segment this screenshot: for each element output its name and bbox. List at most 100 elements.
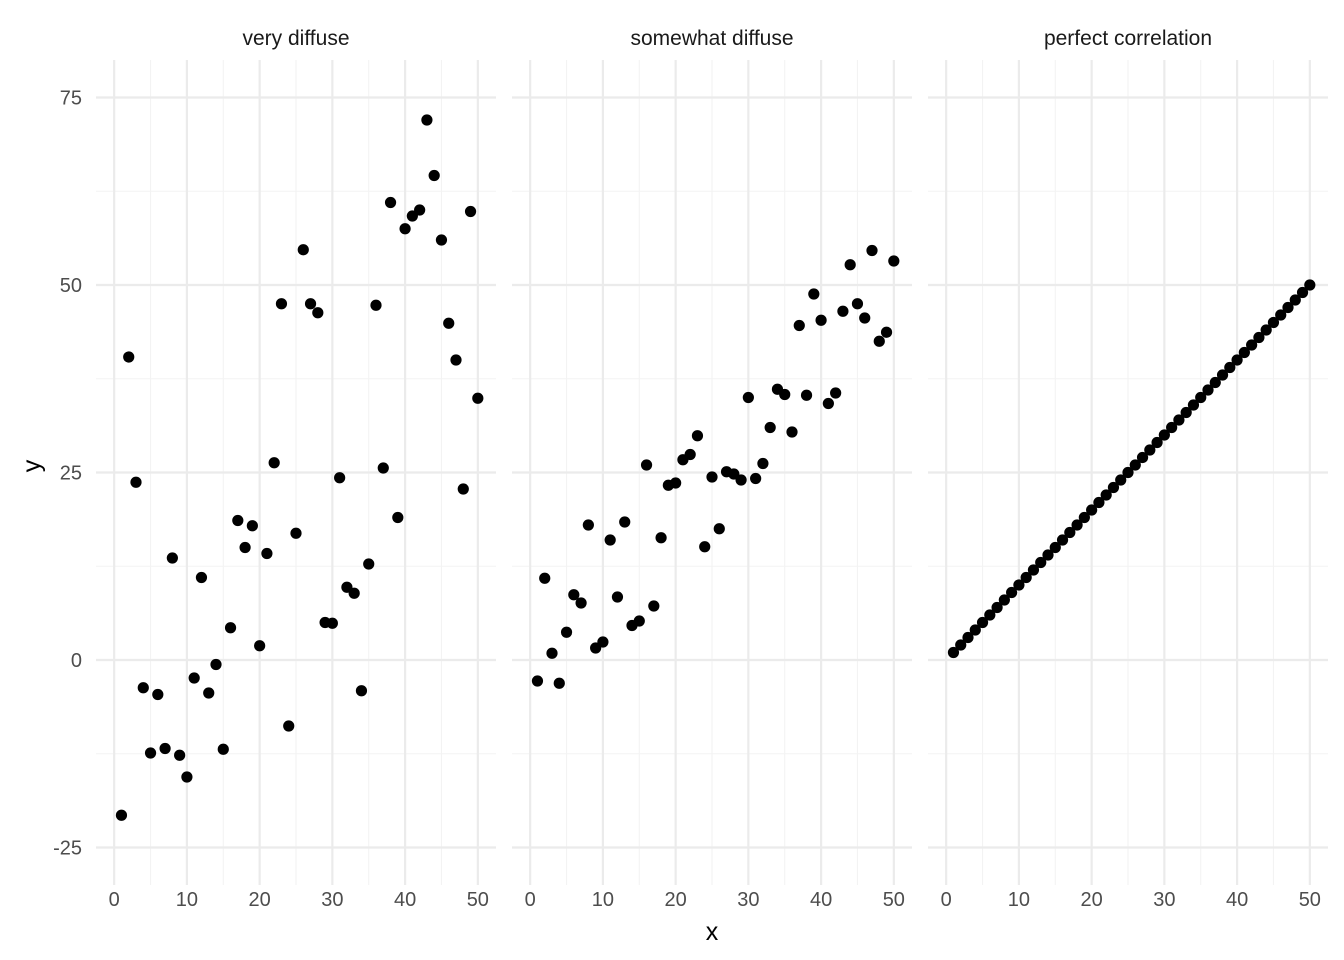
data-point [1180, 406, 1192, 419]
data-point [531, 675, 544, 687]
data-point [984, 609, 996, 621]
data-point [152, 688, 164, 701]
data-point [969, 624, 981, 636]
data-point [1304, 279, 1316, 291]
x-tick-label: 10 [592, 889, 614, 911]
data-point [539, 572, 551, 584]
data-point [880, 326, 893, 338]
data-point [137, 682, 149, 694]
data-point [1173, 414, 1185, 426]
panel-2: somewhat diffuse 0 10 20 30 40 50 [512, 27, 912, 911]
data-points [531, 244, 900, 689]
data-point [786, 426, 798, 438]
data-point [275, 298, 288, 310]
data-point [384, 196, 397, 209]
data-point [830, 387, 842, 399]
data-point [1056, 534, 1069, 546]
data-point [713, 523, 725, 535]
x-tick-label: 10 [1008, 889, 1030, 911]
data-point [691, 430, 704, 442]
data-point [363, 558, 375, 570]
data-point [217, 743, 229, 755]
x-axis-ticks: 0 10 20 30 40 50 [941, 889, 1321, 911]
data-point [435, 234, 448, 246]
data-point [1187, 399, 1200, 411]
x-tick-label: 0 [109, 889, 120, 911]
data-point [866, 244, 878, 257]
data-point [1166, 421, 1178, 434]
x-tick-label: 0 [941, 889, 952, 911]
x-tick-label: 30 [737, 889, 759, 911]
data-point [655, 532, 667, 544]
data-point [210, 658, 222, 671]
data-point [414, 204, 426, 216]
y-tick-label: 50 [60, 275, 82, 297]
data-point [312, 307, 324, 319]
data-point [159, 742, 171, 755]
data-point [873, 335, 885, 347]
major-grid [512, 60, 912, 885]
data-point [742, 391, 754, 404]
data-point [181, 771, 193, 783]
x-tick-label: 50 [883, 889, 905, 911]
data-point [239, 541, 251, 554]
x-tick-label: 30 [321, 889, 343, 911]
data-point [450, 354, 462, 366]
data-point [1086, 504, 1098, 516]
panel-title: perfect correlation [1044, 27, 1212, 50]
data-point [670, 477, 682, 489]
data-point [1100, 489, 1112, 501]
x-axis-title: x [706, 918, 719, 946]
panel-1: very diffuse 0 10 20 30 40 50 [96, 27, 496, 911]
panel-3: perfect correlation 0 10 20 30 40 50 [928, 27, 1328, 911]
x-tick-label: 10 [176, 889, 198, 911]
major-grid [928, 60, 1328, 885]
data-point [1093, 496, 1105, 509]
data-point [604, 534, 616, 546]
data-points [947, 279, 1316, 659]
data-point [130, 476, 142, 488]
data-point [1209, 376, 1221, 389]
data-point [1049, 541, 1061, 554]
data-point [1122, 466, 1134, 479]
data-point [348, 587, 360, 599]
data-point [1013, 579, 1025, 591]
data-point [188, 672, 200, 684]
data-points [115, 114, 484, 821]
data-point [1035, 556, 1047, 569]
data-point [735, 474, 747, 486]
data-point [976, 616, 989, 629]
data-point [1202, 384, 1214, 396]
x-tick-label: 20 [665, 889, 687, 911]
data-point [174, 749, 186, 761]
data-point [779, 388, 791, 401]
data-point [144, 747, 157, 759]
x-tick-label: 20 [249, 889, 271, 911]
data-point [203, 687, 215, 699]
data-point [334, 472, 346, 484]
data-point [808, 288, 820, 300]
data-point [800, 389, 813, 401]
data-point [232, 514, 244, 527]
data-point [844, 259, 856, 271]
data-point [1238, 346, 1250, 359]
major-grid [96, 60, 496, 885]
data-point [1296, 286, 1309, 299]
data-point [290, 527, 302, 539]
data-point [464, 205, 477, 218]
data-point [815, 314, 827, 326]
data-point [1107, 481, 1120, 494]
data-point [472, 392, 484, 404]
data-point [764, 421, 776, 434]
data-point [888, 255, 900, 267]
data-point [355, 685, 368, 697]
data-point [546, 647, 558, 659]
data-point [582, 519, 594, 531]
data-point [1246, 339, 1258, 351]
data-point [611, 591, 624, 603]
x-axis-ticks: 0 10 20 30 40 50 [525, 889, 905, 911]
data-point [326, 617, 338, 629]
data-point [428, 169, 440, 182]
data-point [648, 600, 660, 612]
